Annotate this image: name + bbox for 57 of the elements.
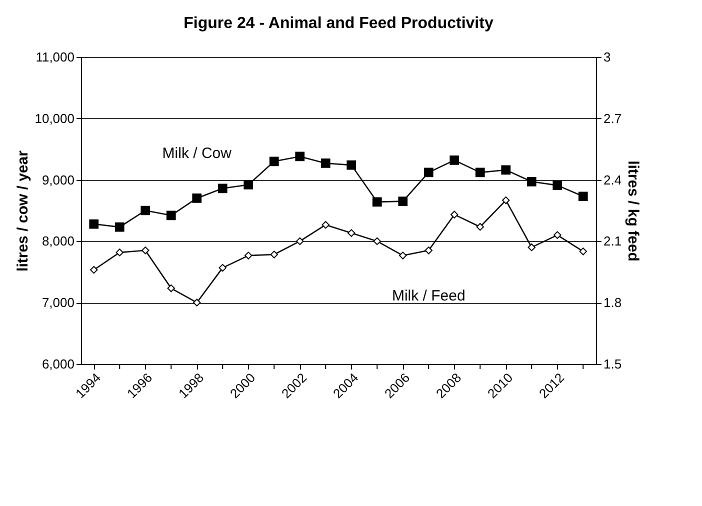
y-tick-label: 10,000 (34, 110, 74, 126)
point (295, 152, 305, 162)
point (424, 246, 432, 254)
y2-tick-label: 3 (604, 50, 611, 64)
point (372, 197, 382, 207)
point (193, 298, 201, 306)
point (579, 248, 587, 256)
y-tick-label: 9,000 (42, 172, 74, 188)
point (528, 243, 536, 252)
point (398, 196, 408, 206)
text: Milk / Feed (392, 287, 466, 304)
y-tick-label: 11,000 (36, 50, 74, 64)
point (526, 176, 536, 186)
chart-title: Figure 24 - Animal and Feed Productivity (184, 15, 494, 32)
point (578, 192, 588, 202)
y2-tick-label: 2.7 (604, 110, 622, 126)
point (142, 246, 150, 254)
point (450, 155, 460, 165)
point (554, 231, 562, 239)
point (166, 210, 176, 220)
point (320, 158, 330, 168)
point (116, 248, 124, 256)
point (501, 165, 511, 175)
point (475, 168, 485, 178)
point (269, 156, 279, 166)
y2-tick-label: 2.1 (604, 234, 622, 249)
y2-tick-label: 1.5 (604, 356, 622, 372)
point (244, 252, 252, 260)
point (322, 220, 330, 229)
series-label: Milk / Cow (162, 145, 232, 162)
y-tick-label: 6,000 (42, 356, 74, 372)
point (244, 180, 254, 190)
y2-tick-label: 2.4 (604, 172, 622, 188)
y2-tick-label: 1.8 (604, 295, 622, 310)
point (90, 266, 98, 274)
point (552, 180, 562, 190)
y-tick-label: 8,000 (42, 234, 74, 249)
point (167, 284, 175, 292)
y-tick-label: 7,000 (42, 295, 74, 310)
y2-axis-title: litres / kg feed (624, 160, 642, 262)
point (192, 194, 202, 203)
point (399, 252, 407, 260)
point (114, 222, 124, 232)
point (89, 219, 99, 229)
point (373, 237, 381, 246)
point (346, 160, 356, 170)
point (424, 168, 434, 178)
point (502, 196, 510, 204)
point (296, 237, 304, 246)
point (270, 250, 278, 258)
point (348, 229, 356, 237)
point (140, 206, 150, 216)
point (218, 264, 226, 272)
point (476, 223, 484, 231)
point (450, 210, 458, 218)
point (218, 184, 228, 194)
y-axis-title: litres / cow / year (14, 150, 32, 272)
